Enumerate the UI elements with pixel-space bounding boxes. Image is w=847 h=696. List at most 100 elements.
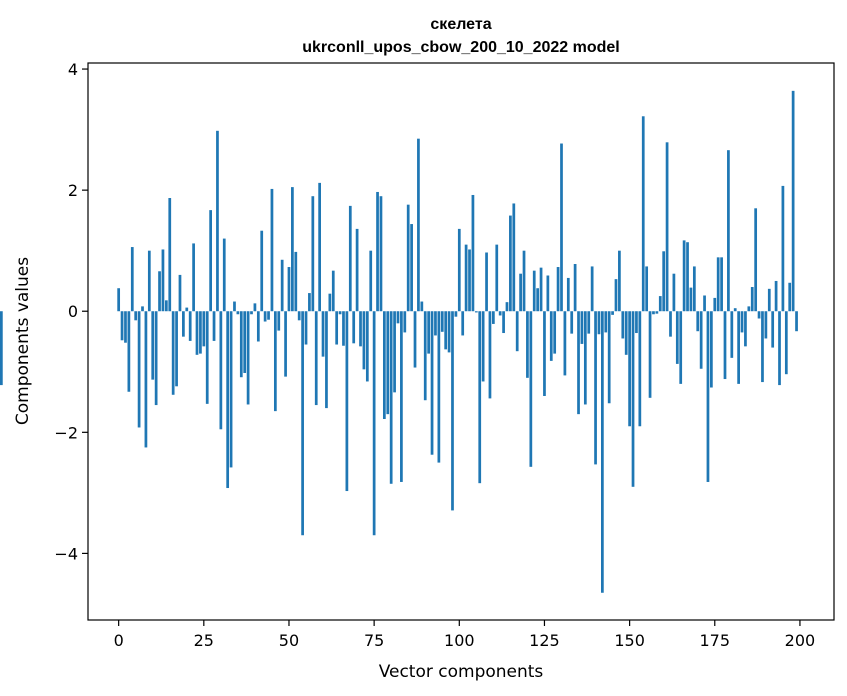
bar-73 <box>365 311 369 382</box>
bar-53 <box>297 311 301 321</box>
bar-99 <box>454 311 458 317</box>
bar-120 <box>526 311 529 378</box>
bar-175 <box>713 297 717 312</box>
x-tick-label: 50 <box>279 631 299 650</box>
bar-136 <box>580 311 584 344</box>
bar-158 <box>655 311 659 314</box>
bar-86 <box>410 224 413 312</box>
bar-46 <box>273 311 277 412</box>
bar-107 <box>481 311 485 382</box>
bar-98 <box>451 311 454 511</box>
bar-85 <box>406 204 410 312</box>
bar-164 <box>675 311 679 364</box>
bar-176 <box>716 257 720 312</box>
bar-23 <box>195 311 199 355</box>
bar-167 <box>686 242 689 312</box>
bar-150 <box>628 311 631 427</box>
bar-84 <box>403 311 407 333</box>
bar-138 <box>587 311 591 334</box>
bar-147 <box>618 250 621 312</box>
chart-title: скелета <box>430 16 491 33</box>
bar-190 <box>764 311 768 339</box>
bar-75 <box>372 311 376 536</box>
bar-47 <box>277 311 281 331</box>
x-axis: 0 25 50 75 100 125 150 175 200 <box>114 620 816 650</box>
bar-32 <box>226 311 230 489</box>
chart-subtitle: ukrconll_upos_cbow_200_10_2022 model <box>302 39 619 56</box>
bar-198 <box>791 90 795 312</box>
bar-193 <box>774 280 778 312</box>
bar-78 <box>382 311 386 419</box>
bar-171 <box>699 311 703 369</box>
bar-148 <box>621 311 625 339</box>
bar-57 <box>311 196 315 312</box>
bar-112 <box>498 311 502 316</box>
bar-155 <box>645 266 649 312</box>
x-tick-label: 125 <box>529 631 560 650</box>
bar-63 <box>331 270 335 312</box>
bar-181 <box>733 308 737 312</box>
bar-121 <box>529 311 533 467</box>
bar-2 <box>124 311 127 343</box>
bar-169 <box>692 266 696 312</box>
bar-10 <box>151 311 155 380</box>
bar-113 <box>502 311 505 334</box>
bar-92 <box>430 311 434 455</box>
bar-69 <box>352 311 356 344</box>
bar-96 <box>444 311 448 350</box>
bar-108 <box>485 252 488 312</box>
y-axis-label: Components values <box>13 257 33 425</box>
bar-79 <box>386 311 390 415</box>
bar-44 <box>267 311 270 320</box>
bar-33 <box>229 311 233 468</box>
bar-13 <box>161 249 165 312</box>
bar-58 <box>314 311 318 406</box>
bar-89 <box>420 301 424 312</box>
bar-197 <box>788 282 792 312</box>
bar-149 <box>624 311 628 355</box>
bar-137 <box>583 311 587 405</box>
bar-97 <box>447 311 451 353</box>
bar-31 <box>222 238 226 312</box>
bar-37 <box>243 311 247 373</box>
bar-67 <box>345 311 349 492</box>
bar-9 <box>147 250 151 312</box>
bar-66 <box>342 311 345 346</box>
bar-43 <box>263 311 267 322</box>
bar-189 <box>761 311 764 383</box>
bar-17 <box>175 311 178 387</box>
bar-144 <box>607 311 611 404</box>
bar-126 <box>546 275 550 312</box>
bar-25 <box>202 311 206 347</box>
bar-168 <box>689 287 693 312</box>
bar-7 <box>141 306 144 312</box>
bar-88 <box>417 138 420 312</box>
bar-15 <box>168 198 172 312</box>
x-tick-label: 75 <box>364 631 384 650</box>
bar-38 <box>246 311 250 405</box>
bar-185 <box>747 306 751 312</box>
bar-82 <box>396 311 400 324</box>
bar-77 <box>379 196 383 312</box>
y-tick-label: 2 <box>68 181 78 200</box>
bar-160 <box>662 251 666 312</box>
bars-group <box>0 90 798 593</box>
bar-132 <box>566 277 570 312</box>
y-tick-label: −4 <box>54 544 78 563</box>
bar-40 <box>253 303 257 312</box>
bar-125 <box>543 311 546 396</box>
bar-133 <box>570 311 574 334</box>
x-tick-label: 200 <box>785 631 816 650</box>
bar-21 <box>188 311 192 341</box>
bar-123 <box>536 288 540 312</box>
bar-55 <box>304 311 308 345</box>
bar-94 <box>437 311 441 463</box>
bar-103 <box>468 249 471 312</box>
bar-115 <box>509 215 512 312</box>
bar-0 <box>117 288 121 312</box>
bar-195 <box>781 185 785 312</box>
bar-35 <box>236 311 240 315</box>
bar-161 <box>665 142 669 312</box>
bar-174 <box>710 311 713 388</box>
bar-100 <box>457 228 461 312</box>
